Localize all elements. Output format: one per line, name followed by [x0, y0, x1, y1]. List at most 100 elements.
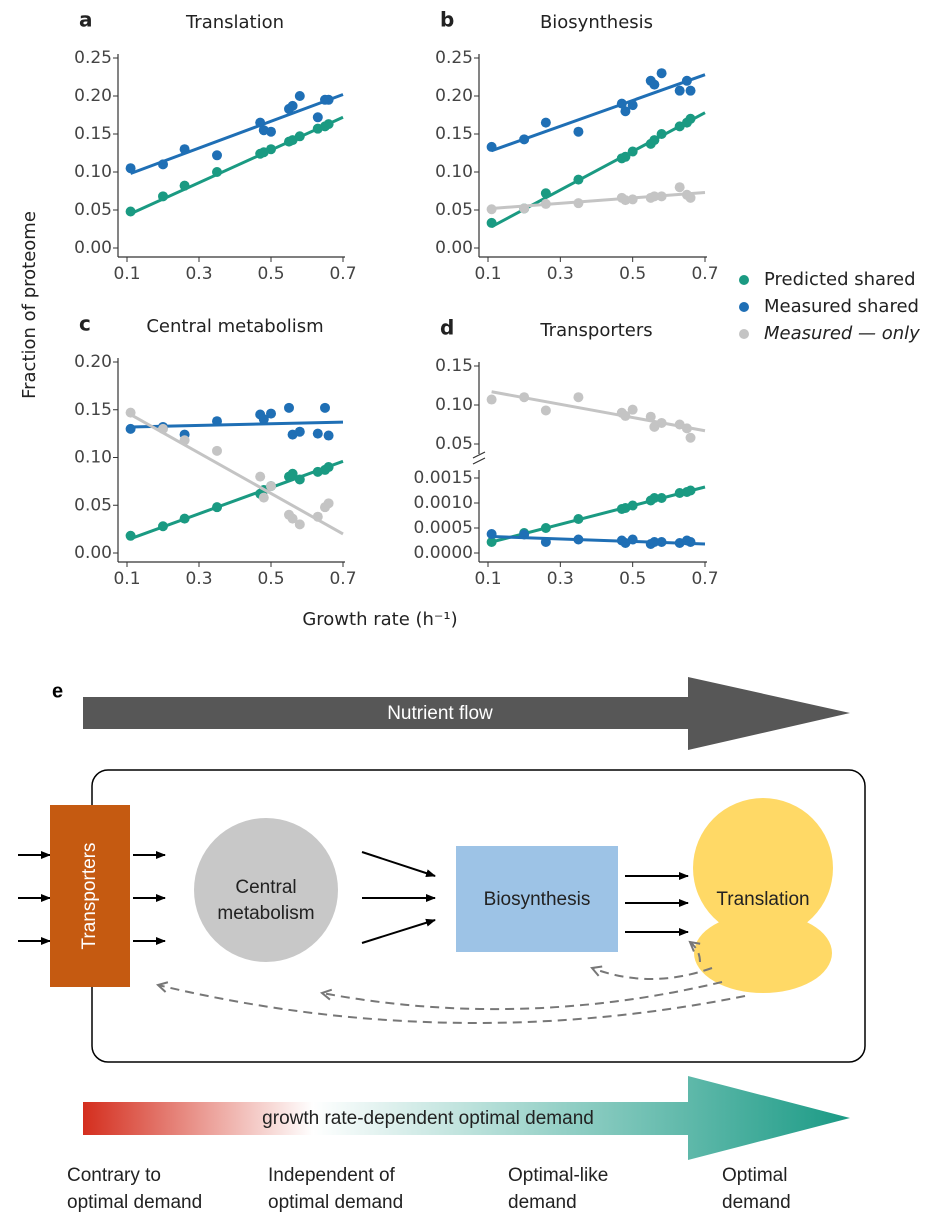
- point: [126, 424, 136, 434]
- demand-label: Optimal-like: [508, 1165, 608, 1186]
- point: [212, 150, 222, 160]
- point: [320, 403, 330, 413]
- demand-label: optimal demand: [268, 1192, 403, 1213]
- x-tick-label: 0.7: [691, 264, 718, 284]
- node-label: Biosynthesis: [484, 889, 591, 910]
- y-tick-label: 0.10: [74, 162, 112, 182]
- x-tick-label: 0.5: [619, 569, 646, 589]
- y-tick-label: 0.05: [435, 434, 473, 454]
- point: [288, 101, 298, 111]
- y-tick-label: 0.15: [435, 356, 473, 376]
- charts: Fraction of proteome Growth rate (h⁻¹) 0…: [19, 8, 920, 631]
- x-tick-label: 0.5: [257, 264, 284, 284]
- y-tick-label: 0.20: [74, 352, 112, 372]
- node-label: Translation: [716, 889, 809, 910]
- x-tick-label: 0.7: [691, 569, 718, 589]
- demand-label: Optimal: [722, 1165, 787, 1186]
- point: [573, 392, 583, 402]
- chart-title: Central metabolism: [146, 316, 323, 337]
- point: [487, 395, 497, 405]
- demand-label: Independent of: [268, 1165, 396, 1186]
- point: [284, 403, 294, 413]
- x-tick-label: 0.1: [113, 569, 140, 589]
- y-tick-label: 0.10: [435, 395, 473, 415]
- flow-label: Nutrient flow: [387, 703, 493, 724]
- point: [212, 446, 222, 456]
- x-tick-label: 0.3: [185, 264, 212, 284]
- x-tick-label: 0.7: [329, 569, 356, 589]
- point: [649, 80, 659, 90]
- demand-label: Contrary to: [67, 1165, 161, 1186]
- point: [266, 481, 276, 491]
- panel-label: e: [52, 680, 63, 702]
- x-tick-label: 0.1: [474, 264, 501, 284]
- panel-label: b: [440, 8, 454, 32]
- y-tick-label: 0.0000: [414, 543, 473, 563]
- point: [675, 86, 685, 96]
- point: [628, 405, 638, 415]
- fit-line: [492, 392, 705, 431]
- demand-label: demand: [508, 1192, 577, 1213]
- y-tick-label: 0.15: [74, 124, 112, 144]
- y-tick-label: 0.00: [74, 238, 112, 258]
- point: [295, 427, 305, 437]
- y-tick-label: 0.25: [435, 48, 473, 68]
- y-tick-label: 0.25: [74, 48, 112, 68]
- point: [295, 519, 305, 529]
- figure: Fraction of proteome Growth rate (h⁻¹) 0…: [0, 0, 952, 1214]
- y-tick-label: 0.15: [435, 124, 473, 144]
- point: [313, 429, 323, 439]
- point: [541, 405, 551, 415]
- y-tick-label: 0.10: [435, 162, 473, 182]
- x-tick-label: 0.7: [329, 264, 356, 284]
- demand-labels: Contrary to optimal demand Independent o…: [67, 1165, 791, 1213]
- point: [324, 431, 334, 441]
- y-tick-label: 0.05: [74, 200, 112, 220]
- demand-label: optimal demand: [67, 1192, 202, 1213]
- node-label: Central: [235, 877, 296, 898]
- node-label: Transporters: [79, 843, 100, 950]
- x-tick-label: 0.3: [547, 569, 574, 589]
- fit-line: [131, 94, 343, 173]
- point: [324, 498, 334, 508]
- y-tick-label: 0.0015: [414, 468, 473, 488]
- y-tick-label: 0.20: [435, 86, 473, 106]
- legend-label: Measured shared: [764, 296, 919, 317]
- scale-label: growth rate-dependent optimal demand: [262, 1108, 594, 1129]
- y-tick-label: 0.20: [74, 86, 112, 106]
- fit-line: [492, 537, 705, 545]
- point: [313, 112, 323, 122]
- chart-title: Translation: [185, 12, 284, 33]
- legend-marker: [739, 329, 749, 339]
- y-axis-label: Fraction of proteome: [19, 211, 40, 399]
- y-tick-label: 0.0005: [414, 518, 473, 538]
- point: [266, 409, 276, 419]
- point: [686, 433, 696, 443]
- legend-label: Measured — only: [764, 323, 920, 344]
- x-axis-label: Growth rate (h⁻¹): [302, 609, 457, 630]
- y-tick-label: 0.05: [435, 200, 473, 220]
- legend-marker: [739, 302, 749, 312]
- point: [686, 86, 696, 96]
- x-tick-label: 0.3: [185, 569, 212, 589]
- point: [657, 68, 667, 78]
- x-tick-label: 0.5: [257, 569, 284, 589]
- point: [259, 493, 269, 503]
- y-tick-label: 0.00: [435, 238, 473, 258]
- node-label: metabolism: [217, 903, 314, 924]
- x-tick-label: 0.3: [547, 264, 574, 284]
- panel-label: a: [79, 8, 93, 32]
- point: [266, 127, 276, 137]
- legend-marker: [739, 275, 749, 285]
- y-tick-label: 0.0010: [414, 493, 473, 513]
- y-tick-label: 0.00: [74, 543, 112, 563]
- y-tick-label: 0.10: [74, 448, 112, 468]
- fit-line: [492, 75, 705, 151]
- demand-label: demand: [722, 1192, 791, 1213]
- x-tick-label: 0.1: [113, 264, 140, 284]
- x-tick-label: 0.1: [474, 569, 501, 589]
- legend-label: Predicted shared: [764, 269, 916, 290]
- diagram: e Nutrient flow Transporters Central met…: [18, 677, 865, 1213]
- panel-label: d: [440, 316, 454, 340]
- y-tick-label: 0.05: [74, 495, 112, 515]
